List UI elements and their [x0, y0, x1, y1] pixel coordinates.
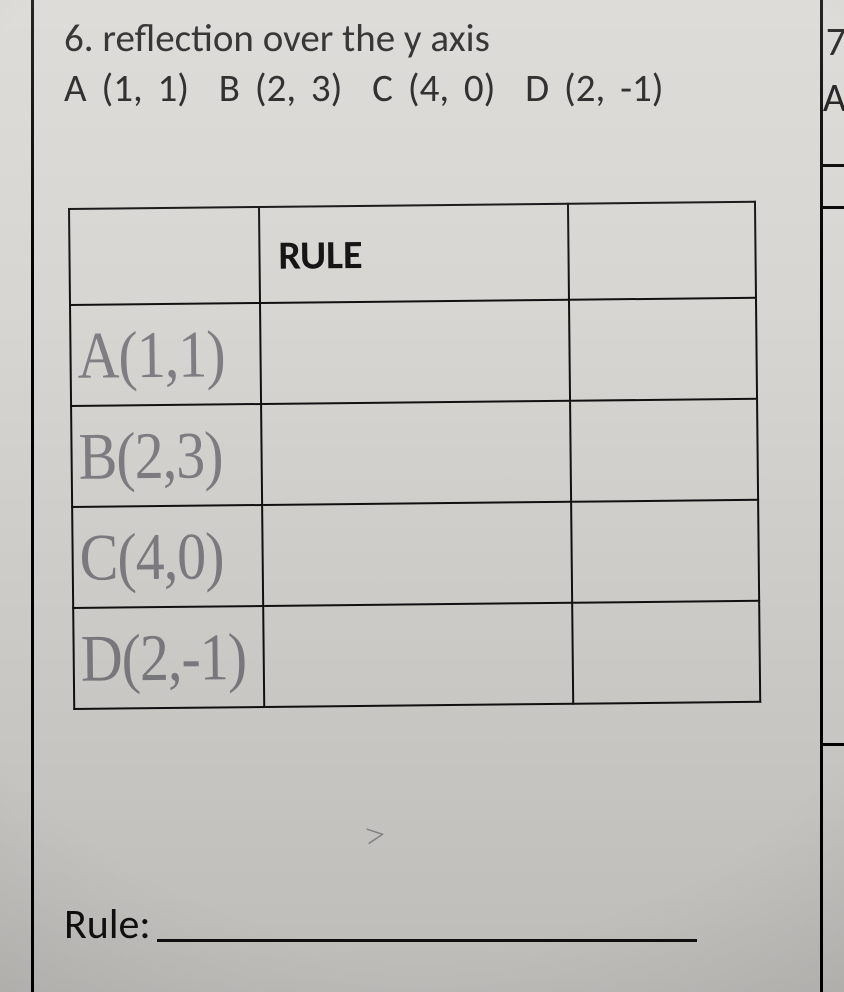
right-margin-divider-1 — [820, 164, 844, 167]
table-row: B(2,3) — [71, 399, 758, 507]
table-row: A(1,1) — [70, 298, 757, 406]
right-margin-text-1: 7 — [826, 22, 844, 62]
cell-rule — [262, 502, 572, 606]
cell-rule — [261, 401, 571, 505]
cell-point: A(1,1) — [70, 303, 261, 406]
rule-label: Rule: — [64, 899, 151, 950]
header-cell-rule: RULE — [259, 204, 569, 303]
cell-result — [572, 601, 760, 704]
rule-answer-line: Rule: — [64, 899, 697, 950]
cell-result — [569, 298, 757, 401]
cell-result — [570, 399, 758, 502]
cell-rule — [263, 603, 573, 707]
rule-blank-line — [157, 939, 697, 942]
right-margin-text-2: A — [823, 78, 844, 118]
stray-handwritten-mark: > — [358, 818, 387, 855]
question-points: A (1, 1) B (2, 3) C (4, 0) D (2, -1) — [64, 63, 798, 116]
question-title: 6. reflection over the y axis — [64, 16, 798, 63]
handwritten-point: B(2,3) — [72, 421, 261, 490]
handwritten-point: D(2,-1) — [74, 623, 263, 692]
handwritten-point: C(4,0) — [73, 522, 262, 591]
cell-result — [571, 500, 759, 603]
table-header-row: RULE — [69, 202, 756, 305]
header-cell-result — [568, 202, 756, 300]
cell-point: B(2,3) — [71, 404, 262, 507]
table-row: D(2,-1) — [73, 601, 760, 709]
cell-point: C(4,0) — [72, 505, 263, 608]
left-margin-column — [0, 0, 34, 992]
worksheet-table: RULE A(1,1) B(2,3) C(4,0) D(2, — [68, 201, 761, 710]
table-row: C(4,0) — [72, 500, 759, 608]
header-cell-blank — [69, 207, 260, 305]
cell-point: D(2,-1) — [73, 606, 264, 709]
cell-rule — [260, 300, 570, 404]
right-margin-cell — [820, 206, 844, 746]
handwritten-point: A(1,1) — [71, 320, 260, 389]
